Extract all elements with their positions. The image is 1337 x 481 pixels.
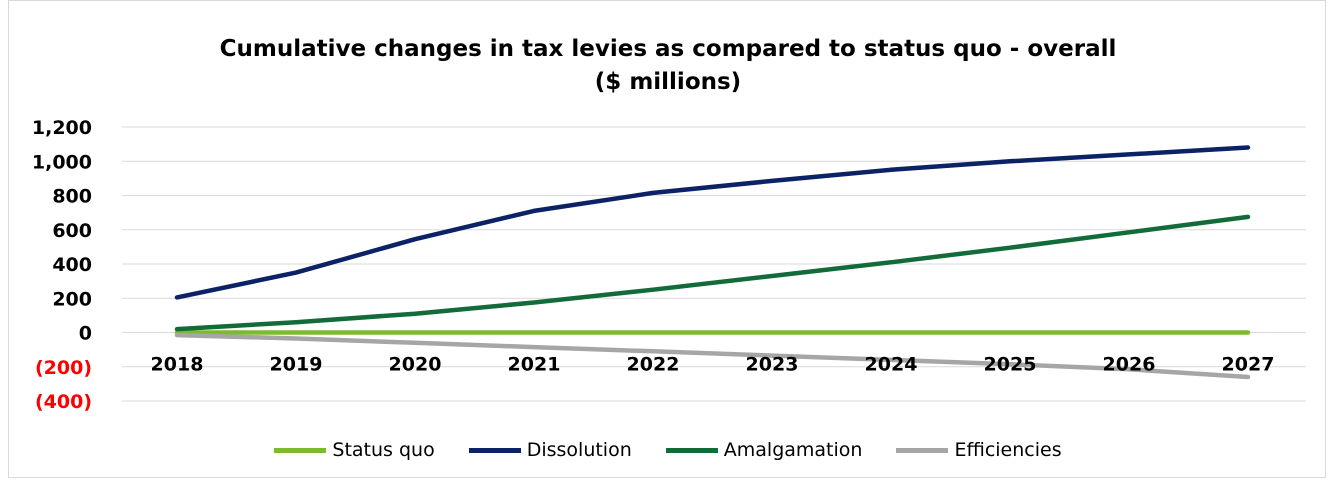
legend-item: Dissolution xyxy=(468,439,632,461)
chart-title: Cumulative changes in tax levies as comp… xyxy=(9,33,1327,99)
x-tick-label: 2027 xyxy=(1222,354,1275,376)
legend-item: Efficiencies xyxy=(896,439,1062,461)
legend-item: Amalgamation xyxy=(665,439,863,461)
legend-swatch xyxy=(896,447,949,453)
y-tick-label: 800 xyxy=(52,186,92,208)
legend-swatch xyxy=(274,447,327,453)
x-tick-label: 2021 xyxy=(508,354,561,376)
legend-label: Amalgamation xyxy=(723,439,863,461)
x-tick-label: 2019 xyxy=(270,354,323,376)
y-tick-label: 1,000 xyxy=(32,151,92,173)
legend-label: Efficiencies xyxy=(954,439,1062,461)
x-tick-label: 2023 xyxy=(746,354,799,376)
y-tick-label: (400) xyxy=(35,391,92,413)
legend-swatch xyxy=(665,447,718,453)
y-tick-label: 400 xyxy=(52,254,92,276)
x-tick-label: 2024 xyxy=(865,354,918,376)
chart-plot: 1,200 1,000 800 600 400 200 0 (200) (400) 2018 201… xyxy=(32,117,1306,413)
chart-title-line-2: ($ millions) xyxy=(594,69,742,95)
legend-item: Status quo xyxy=(274,439,435,461)
legend-swatch xyxy=(468,447,521,453)
y-tick-label: 600 xyxy=(52,220,92,242)
y-tick-label: 1,200 xyxy=(32,117,92,139)
x-tick-label: 2020 xyxy=(389,354,442,376)
chart-frame: Cumulative changes in tax levies as comp… xyxy=(8,0,1326,478)
series-line-efficiencies xyxy=(174,332,1251,380)
y-tick-label: 200 xyxy=(52,288,92,310)
series-line-dissolution xyxy=(174,145,1251,300)
chart-legend: Status quo Dissolution Amalgamation Efficie… xyxy=(9,439,1327,461)
x-tick-label: 2022 xyxy=(627,354,680,376)
y-tick-label: 0 xyxy=(79,323,92,345)
legend-label: Status quo xyxy=(332,439,435,461)
x-tick-label: 2018 xyxy=(151,354,204,376)
x-tick-label: 2026 xyxy=(1103,354,1156,376)
chart-title-line-1: Cumulative changes in tax levies as comp… xyxy=(219,36,1117,62)
legend-label: Dissolution xyxy=(526,439,632,461)
y-tick-label: (200) xyxy=(35,357,92,379)
series-line-amalgamation xyxy=(174,214,1251,332)
x-tick-label: 2025 xyxy=(984,354,1037,376)
